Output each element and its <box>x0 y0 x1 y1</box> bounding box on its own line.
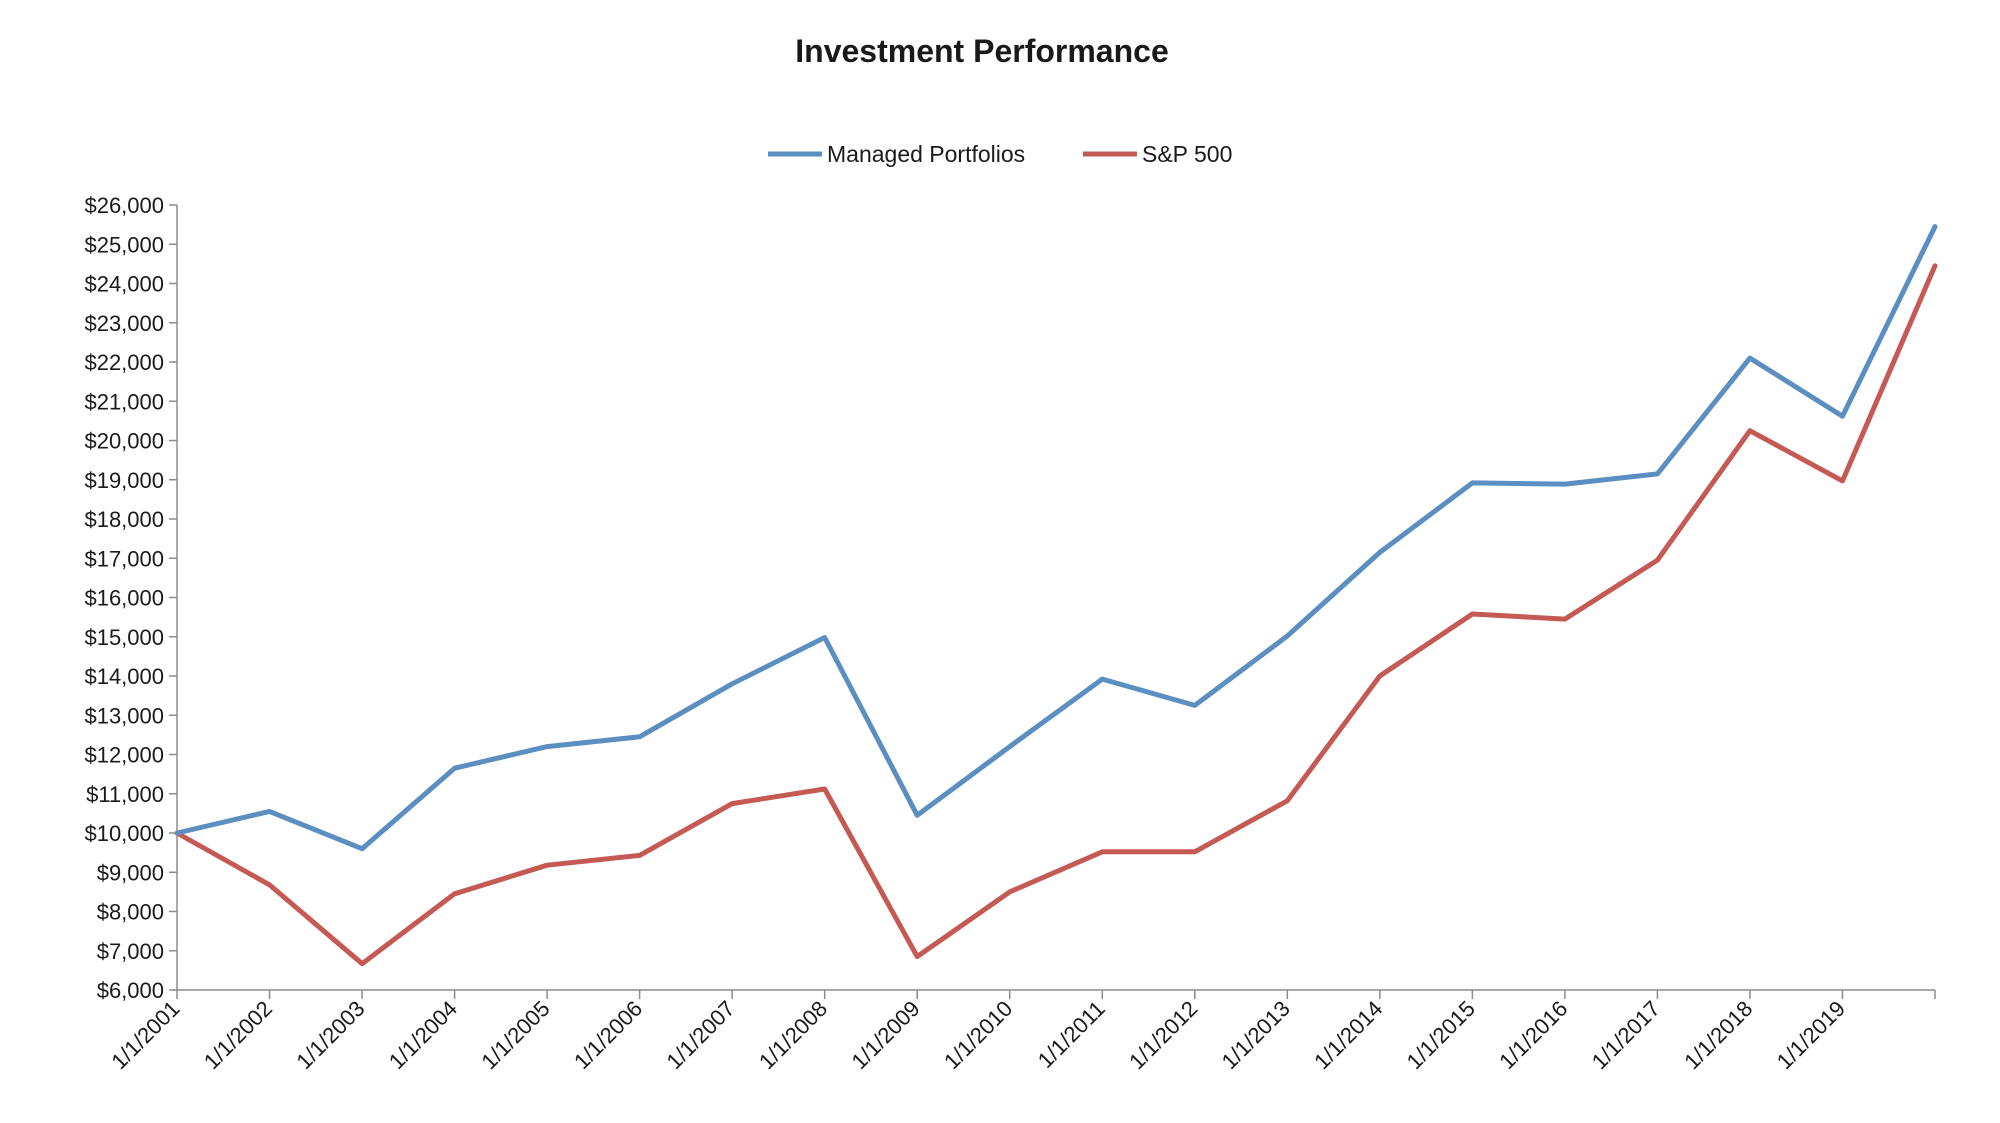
y-tick-label: $21,000 <box>84 389 164 414</box>
y-tick-label: $24,000 <box>84 272 164 297</box>
y-tick-label: $25,000 <box>84 232 164 257</box>
y-tick-label: $15,000 <box>84 625 164 650</box>
x-tick-label: 1/1/2014 <box>1309 996 1387 1074</box>
y-tick-label: $11,000 <box>86 782 164 807</box>
y-tick-label: $18,000 <box>84 507 164 532</box>
x-tick-label: 1/1/2019 <box>1772 996 1850 1074</box>
x-axis-ticks: 1/1/2001 1/1/2002 1/1/2003 1/1/2004 1/1/2005… <box>106 990 1936 1074</box>
x-tick-label: 1/1/2007 <box>661 996 739 1074</box>
x-tick-label: 1/1/2001 <box>106 996 184 1074</box>
y-tick-label: $8,000 <box>97 900 164 925</box>
legend: Managed Portfolios S&P 500 <box>768 141 1232 167</box>
y-tick-label: $16,000 <box>84 586 164 611</box>
y-tick-label: $26,000 <box>84 193 164 218</box>
y-tick-label: $10,000 <box>84 821 164 846</box>
y-tick-label: $13,000 <box>84 703 164 728</box>
x-tick-label: 1/1/2002 <box>199 996 277 1074</box>
y-tick-label: $17,000 <box>84 546 164 571</box>
x-tick-label: 1/1/2018 <box>1679 996 1757 1074</box>
y-tick-label: $9,000 <box>97 860 164 885</box>
y-tick-label: $6,000 <box>97 978 164 1003</box>
x-tick-label: 1/1/2004 <box>384 996 462 1074</box>
series-lines <box>174 224 1938 967</box>
x-tick-label: 1/1/2015 <box>1402 996 1480 1074</box>
y-tick-label: $7,000 <box>97 939 164 964</box>
x-tick-label: 1/1/2016 <box>1494 996 1572 1074</box>
y-tick-label: $14,000 <box>84 664 164 689</box>
x-tick-label: 1/1/2010 <box>939 996 1017 1074</box>
x-tick-label: 1/1/2017 <box>1587 996 1665 1074</box>
y-tick-label: $12,000 <box>84 743 164 768</box>
x-tick-label: 1/1/2008 <box>754 996 832 1074</box>
series-line-managed-portfolios <box>174 224 1938 852</box>
y-tick-label: $19,000 <box>84 468 164 493</box>
x-tick-label: 1/1/2005 <box>476 996 554 1074</box>
y-tick-label: $22,000 <box>84 350 164 375</box>
x-tick-label: 1/1/2009 <box>847 996 925 1074</box>
x-tick-label: 1/1/2003 <box>291 996 369 1074</box>
series-line-s-p-500 <box>174 263 1938 967</box>
y-tick-label: $23,000 <box>84 311 164 336</box>
y-tick-label: $20,000 <box>84 429 164 454</box>
x-tick-label: 1/1/2013 <box>1217 996 1295 1074</box>
y-axis-ticks: $6,000 $7,000 $8,000 $9,000 $10,000 $11,000 $1… <box>84 193 177 1003</box>
x-tick-label: 1/1/2006 <box>569 996 647 1074</box>
x-tick-label: 1/1/2011 <box>1033 996 1110 1073</box>
chart-title: Investment Performance <box>795 33 1168 69</box>
legend-label-sp-500: S&P 500 <box>1142 141 1232 167</box>
legend-label-managed-portfolios: Managed Portfolios <box>827 141 1025 167</box>
x-tick-label: 1/1/2012 <box>1124 996 1202 1074</box>
